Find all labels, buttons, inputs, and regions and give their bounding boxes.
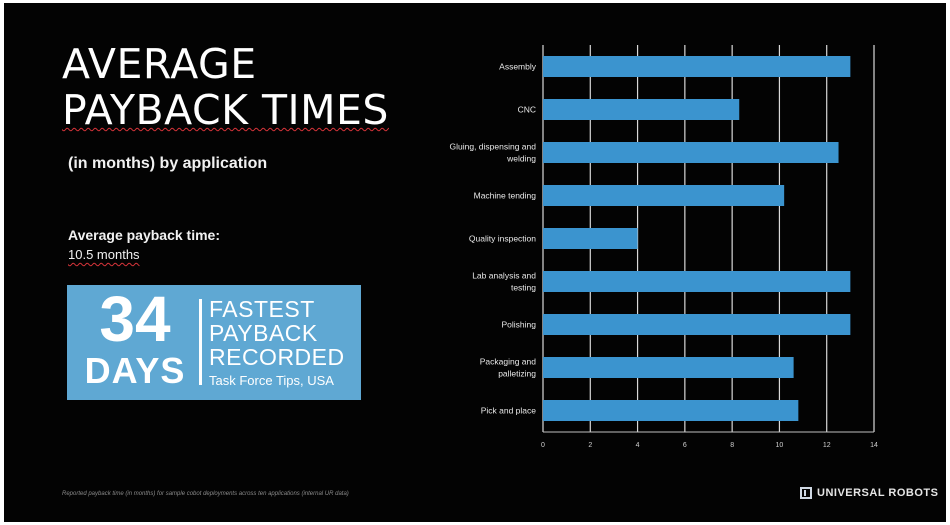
footnote: Reported payback time (in months) for sa… — [62, 491, 349, 497]
x-tick-label: 6 — [683, 442, 687, 449]
category-label: Pick and place — [481, 406, 537, 416]
universal-robots-logo: UNIVERSAL ROBOTS — [800, 487, 938, 499]
page-title: AVERAGE PAYBACK TIMES — [62, 41, 389, 133]
badge-headline-line-2: PAYBACK — [209, 320, 318, 346]
bar — [543, 228, 638, 249]
bar — [543, 271, 851, 292]
category-label: Gluing, dispensing and — [450, 142, 537, 152]
category-label: Polishing — [502, 320, 537, 330]
ur-logo-icon — [800, 487, 812, 499]
average-payback-label: Average payback time: — [68, 227, 220, 243]
average-payback-value-text: 10.5 months — [68, 247, 140, 262]
slide: AVERAGE PAYBACK TIMES (in months) by app… — [4, 3, 946, 522]
bar — [543, 314, 851, 335]
bar — [543, 99, 740, 120]
x-tick-label: 4 — [636, 442, 640, 449]
badge-headline: FASTEST PAYBACK RECORDED — [209, 297, 345, 369]
category-label: palletizing — [498, 369, 536, 379]
badge-divider — [199, 299, 202, 385]
x-tick-label: 8 — [730, 442, 734, 449]
category-label: welding — [506, 154, 536, 164]
bar — [543, 56, 851, 77]
x-tick-label: 14 — [870, 442, 878, 449]
category-label: Machine tending — [474, 191, 537, 201]
subtitle: (in months) by application — [68, 155, 268, 172]
badge-headline-line-1: FASTEST — [209, 296, 315, 322]
category-label: CNC — [518, 105, 536, 115]
x-tick-label: 12 — [823, 442, 831, 449]
category-label: Assembly — [499, 62, 537, 72]
category-label: Quality inspection — [469, 234, 536, 244]
bar — [543, 400, 799, 421]
x-tick-label: 0 — [541, 442, 545, 449]
bar — [543, 185, 785, 206]
badge-unit: DAYS — [84, 350, 186, 391]
logo-text: UNIVERSAL ROBOTS — [817, 487, 939, 499]
payback-bar-chart: 0 2 4 6 8 10 12 14 Assembly CNC Gluing, dispensing… — [450, 45, 878, 449]
bar — [543, 357, 794, 378]
average-payback-value: 10.5 months — [68, 247, 140, 262]
x-tick-label: 2 — [588, 442, 592, 449]
fastest-payback-badge: 34 DAYS FASTEST PAYBACK RECORDED Task Fo… — [67, 285, 361, 400]
badge-source: Task Force Tips, USA — [209, 373, 334, 388]
category-label: Lab analysis and — [472, 271, 536, 281]
title-line-2: PAYBACK TIMES — [62, 86, 389, 134]
category-label: Packaging and — [480, 357, 537, 367]
category-label: testing — [511, 283, 536, 293]
bar — [543, 142, 839, 163]
badge-headline-line-3: RECORDED — [209, 344, 345, 370]
x-tick-label: 10 — [776, 442, 784, 449]
title-line-1: AVERAGE — [62, 40, 257, 88]
badge-number: 34 — [99, 283, 171, 355]
